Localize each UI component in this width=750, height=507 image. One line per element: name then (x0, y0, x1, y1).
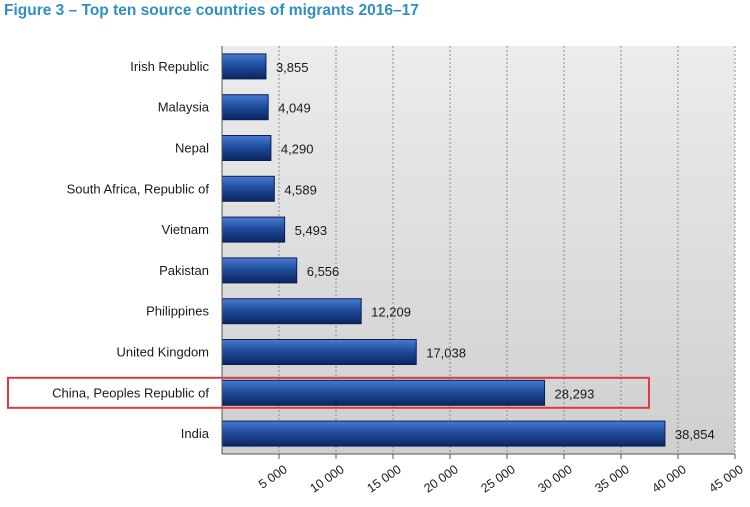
category-label: Nepal (175, 141, 209, 156)
x-tick-label: 30 000 (535, 462, 574, 495)
x-tick-label: 15 000 (364, 462, 403, 495)
category-label: Irish Republic (130, 59, 209, 74)
data-label: 3,855 (276, 60, 309, 75)
highlight-box (7, 376, 650, 409)
x-tick-label: 40 000 (649, 462, 688, 495)
bar (221, 257, 298, 284)
bars (221, 53, 666, 447)
x-axis-ticks: 5 000 10 000 15 000 20 000 25 000 30 000 35 00… (256, 454, 746, 496)
category-label: Malaysia (158, 100, 210, 115)
x-tick-label: 45 000 (706, 462, 745, 495)
data-label: 6,556 (307, 264, 340, 279)
chart-title: Figure 3 – Top ten source countries of m… (4, 2, 419, 19)
category-label: India (181, 426, 210, 441)
data-label: 5,493 (295, 223, 328, 238)
category-label: Pakistan (159, 263, 209, 278)
category-label: Philippines (146, 304, 209, 319)
x-tick-label: 35 000 (592, 462, 631, 495)
x-tick-label: 20 000 (421, 462, 460, 495)
data-label: 12,209 (371, 305, 411, 320)
bar (221, 53, 267, 80)
data-label: 4,589 (284, 182, 317, 197)
x-tick-label: 5 000 (256, 462, 290, 491)
category-label: United Kingdom (117, 345, 210, 360)
category-label: South Africa, Republic of (67, 181, 210, 196)
data-labels: 3,855 4,049 4,290 4,589 5,493 6,556 12,209 17,0… (276, 60, 715, 442)
bar (221, 216, 286, 243)
bar (221, 298, 362, 325)
bar (221, 94, 269, 121)
bar (221, 420, 666, 447)
data-label: 17,038 (426, 346, 466, 361)
data-label: 28,293 (555, 386, 595, 401)
bar (221, 135, 272, 161)
data-label: 38,854 (675, 427, 715, 442)
category-labels: Irish Republic Malaysia Nepal South Africa,… (52, 59, 210, 441)
bar (221, 339, 417, 365)
bar (221, 175, 275, 202)
x-tick-label: 25 000 (478, 462, 517, 495)
category-label: China, Peoples Republic of (52, 385, 209, 400)
data-label: 4,049 (278, 101, 311, 116)
x-tick-label: 10 000 (307, 462, 346, 495)
bar (221, 379, 546, 406)
data-label: 4,290 (281, 142, 314, 157)
category-label: Vietnam (162, 222, 209, 237)
